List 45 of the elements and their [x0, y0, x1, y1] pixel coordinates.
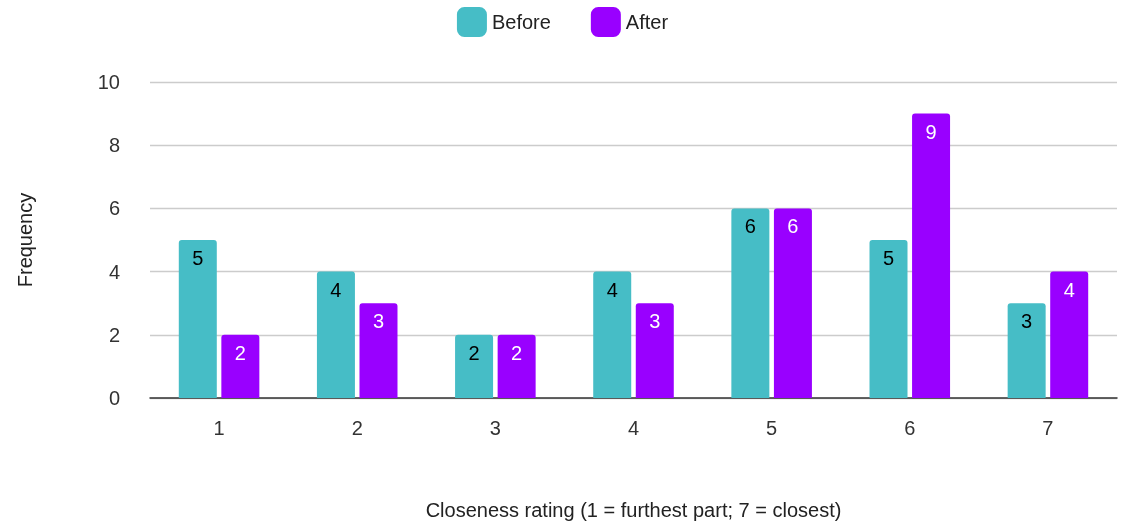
bar [635, 303, 674, 398]
x-axis-title: Closeness rating (1 = furthest part; 7 = closest) [425, 499, 842, 521]
legend-label: After [625, 11, 669, 33]
data-label: 9 [925, 120, 937, 143]
data-label: 3 [649, 310, 661, 333]
data-label: 6 [787, 215, 799, 238]
data-label: 2 [511, 341, 523, 364]
bar [731, 208, 770, 398]
data-label: 4 [1063, 278, 1075, 301]
x-tick-label: 4 [627, 417, 640, 439]
bar [359, 303, 398, 398]
data-label: 5 [882, 247, 895, 269]
y-tick-label: 8 [108, 134, 120, 157]
data-label: 2 [234, 341, 246, 364]
bar [1007, 303, 1046, 398]
bar [497, 334, 536, 398]
data-label: 5 [192, 247, 204, 269]
data-label: 3 [372, 310, 385, 333]
bar [455, 334, 494, 398]
y-tick-label: 2 [108, 323, 120, 346]
data-label: 2 [468, 341, 480, 364]
bar [773, 208, 812, 398]
bar [178, 240, 217, 398]
legend-label: Before [491, 11, 551, 33]
y-axis-title: Frequency [14, 192, 36, 288]
bar [912, 113, 951, 398]
data-label: 4 [330, 278, 342, 301]
x-tick-label: 1 [213, 417, 225, 439]
data-label: 4 [606, 278, 618, 301]
y-tick-label: 6 [108, 197, 120, 220]
x-tick-label: 2 [351, 417, 363, 439]
y-tick-label: 4 [108, 260, 120, 283]
x-tick-label: 5 [766, 417, 778, 439]
bar [1050, 271, 1089, 398]
x-tick-label: 3 [489, 417, 501, 439]
data-label: 6 [744, 215, 756, 238]
y-tick-label: 10 [97, 71, 120, 93]
bar [221, 334, 260, 398]
bar [316, 271, 355, 398]
bar [869, 240, 908, 398]
data-label: 3 [1021, 310, 1033, 333]
y-tick-label: 0 [108, 387, 120, 409]
x-tick-label: 6 [904, 417, 916, 439]
bar [593, 271, 632, 398]
x-tick-label: 7 [1042, 417, 1054, 439]
